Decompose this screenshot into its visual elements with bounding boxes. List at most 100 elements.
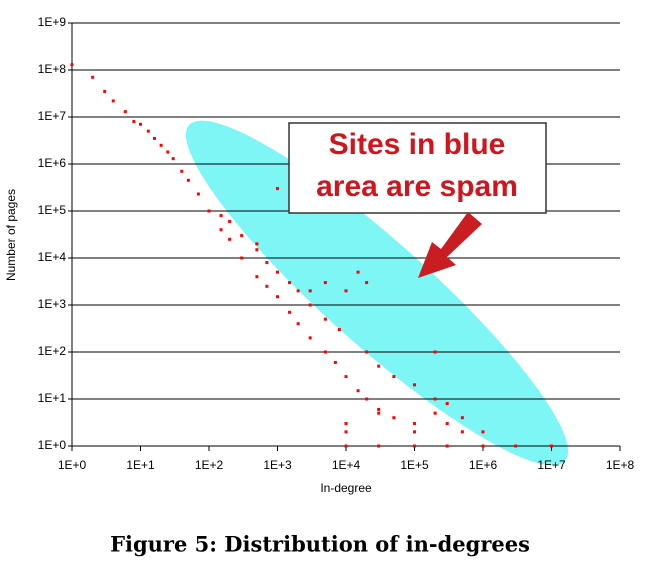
annotation: Sites in blue bbox=[329, 128, 506, 161]
point bbox=[296, 322, 300, 326]
point bbox=[228, 237, 232, 241]
point bbox=[296, 289, 300, 293]
point bbox=[207, 209, 211, 213]
x-tick-label: 1E+1 bbox=[126, 458, 155, 472]
arrow bbox=[418, 212, 482, 278]
point bbox=[255, 248, 259, 252]
point bbox=[356, 389, 360, 393]
point bbox=[445, 444, 449, 448]
point bbox=[180, 169, 184, 173]
point bbox=[377, 407, 381, 411]
point bbox=[152, 136, 156, 140]
point bbox=[132, 120, 136, 124]
point bbox=[433, 397, 437, 401]
annotation-box bbox=[288, 122, 547, 214]
point bbox=[344, 289, 348, 293]
spam-area bbox=[185, 120, 569, 466]
point bbox=[103, 89, 107, 93]
point bbox=[413, 422, 416, 426]
point bbox=[171, 157, 175, 161]
point bbox=[308, 336, 312, 340]
point bbox=[377, 364, 381, 368]
x-tick-label: 1E+5 bbox=[400, 458, 429, 472]
y-tick-label: 1E+7 bbox=[38, 109, 67, 123]
point bbox=[308, 289, 312, 293]
point bbox=[377, 444, 381, 448]
caption: Figure 5: Distribution of in-degrees bbox=[110, 532, 530, 557]
point bbox=[123, 110, 127, 114]
annotation: area are spam bbox=[316, 170, 518, 203]
point bbox=[413, 444, 416, 448]
point bbox=[337, 328, 341, 332]
y-tick-label: 1E+9 bbox=[38, 15, 67, 29]
point bbox=[111, 99, 115, 103]
point bbox=[433, 411, 437, 415]
point bbox=[445, 402, 449, 406]
point bbox=[433, 350, 437, 354]
y-tick-label: 1E+4 bbox=[38, 250, 67, 264]
point bbox=[460, 430, 464, 434]
point bbox=[255, 275, 259, 279]
point bbox=[481, 444, 485, 448]
x-tick-label: 1E+3 bbox=[263, 458, 292, 472]
point bbox=[139, 122, 142, 126]
point bbox=[333, 360, 337, 364]
point bbox=[392, 375, 396, 379]
point bbox=[255, 242, 259, 246]
point bbox=[377, 411, 381, 415]
point bbox=[460, 416, 464, 420]
point bbox=[196, 192, 200, 196]
x-tick-label: 1E+4 bbox=[332, 458, 361, 472]
x-tick-label: 1E+0 bbox=[58, 458, 87, 472]
y-tick-label: 1E+0 bbox=[38, 438, 67, 452]
y-tick-label: 1E+2 bbox=[38, 344, 67, 358]
point bbox=[365, 281, 369, 285]
point bbox=[365, 397, 369, 401]
point bbox=[265, 284, 269, 288]
point bbox=[514, 444, 518, 448]
point bbox=[276, 187, 279, 191]
point bbox=[323, 281, 327, 285]
y-tick-label: 1E+5 bbox=[38, 203, 67, 217]
point bbox=[481, 430, 485, 434]
point bbox=[228, 219, 232, 223]
point bbox=[276, 295, 279, 299]
point bbox=[344, 430, 348, 434]
point bbox=[219, 214, 223, 218]
point bbox=[550, 444, 553, 448]
point bbox=[445, 422, 449, 426]
point bbox=[276, 270, 279, 274]
x-tick-label: 1E+7 bbox=[537, 458, 566, 472]
x-tick-label: 1E+2 bbox=[195, 458, 224, 472]
point bbox=[323, 317, 327, 321]
point bbox=[146, 129, 150, 133]
point bbox=[288, 310, 292, 314]
y-tick-label: 1E+8 bbox=[38, 62, 67, 76]
point bbox=[413, 383, 416, 387]
point bbox=[91, 75, 95, 79]
point bbox=[159, 143, 163, 147]
point bbox=[413, 430, 416, 434]
point bbox=[308, 303, 312, 307]
point bbox=[240, 234, 244, 238]
x-tick-label: 1E+8 bbox=[606, 458, 635, 472]
point bbox=[186, 178, 190, 182]
point bbox=[288, 281, 292, 285]
points bbox=[70, 63, 553, 448]
point bbox=[356, 270, 360, 274]
point bbox=[240, 256, 244, 260]
point bbox=[392, 416, 396, 420]
point bbox=[365, 350, 369, 354]
x-tick-label: 1E+6 bbox=[469, 458, 498, 472]
point bbox=[70, 63, 74, 67]
y-tick-label: 1E+3 bbox=[38, 297, 67, 311]
point bbox=[344, 375, 348, 379]
point bbox=[323, 350, 327, 354]
point bbox=[265, 261, 269, 265]
x-axis-label: In-degree bbox=[320, 481, 372, 495]
point bbox=[166, 150, 170, 154]
point bbox=[344, 422, 348, 426]
point bbox=[344, 444, 348, 448]
y-axis-label: Number of pages bbox=[4, 189, 18, 281]
